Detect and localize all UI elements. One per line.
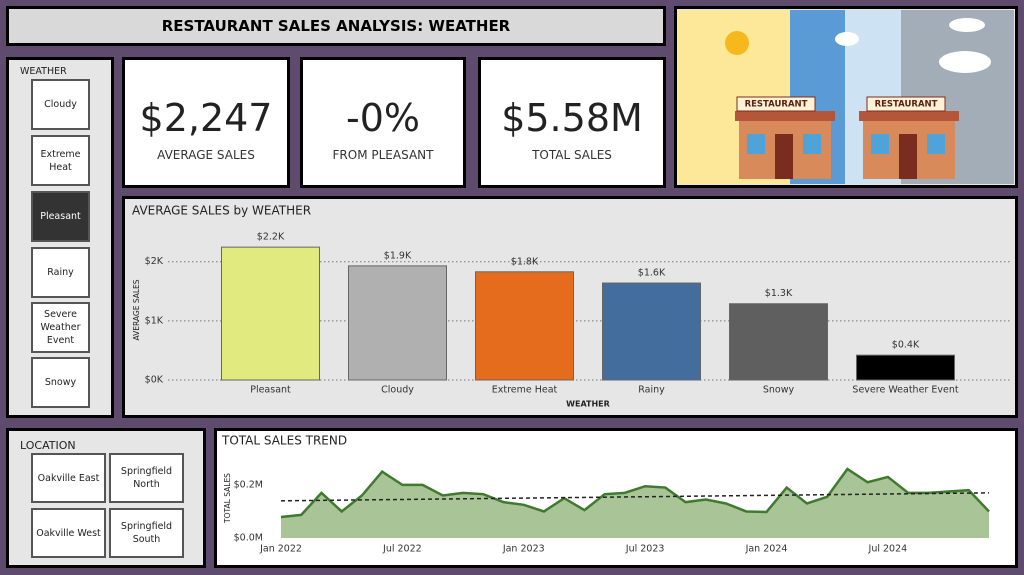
title-box: RESTAURANT SALES ANALYSIS: WEATHER [6,6,666,46]
kpi-label: FROM PLEASANT [332,148,434,162]
kpi-card: $2,247 AVERAGE SALES [122,57,290,188]
kpi-value: $5.58M [501,96,643,140]
slicer-button[interactable]: Severe Weather Event [31,302,90,353]
slicer-button[interactable]: Oakville East [31,453,106,503]
slicer-button[interactable]: Pleasant [31,191,90,242]
slicer-button[interactable]: Springfield North [109,453,184,503]
slicer-button[interactable]: Extreme Heat [31,135,90,186]
kpi-card: $5.58M TOTAL SALES [478,57,666,188]
sign-text: RESTAURANT [745,100,808,110]
image-panel: RESTAURANT RESTAURANT [674,6,1018,188]
kpi-card: -0% FROM PLEASANT [300,57,466,188]
slicer-button[interactable]: Springfield South [109,508,184,558]
slicer-label: LOCATION [20,439,76,452]
kpi-value: $2,247 [139,96,273,140]
kpi-label: TOTAL SALES [532,148,612,162]
slicer-button[interactable]: Rainy [31,247,90,298]
location-slicer: LOCATION Oakville East Springfield North Oa… [6,428,206,568]
weather-slicer: WEATHER Cloudy Extreme Heat Pleasant Rainy Se… [6,57,114,418]
kpi-value: -0% [346,96,420,140]
slicer-button[interactable]: Snowy [31,357,90,408]
sign-text: RESTAURANT [875,100,938,110]
kpi-label: AVERAGE SALES [157,148,255,162]
slicer-label: WEATHER [20,66,67,77]
slicer-button[interactable]: Oakville West [31,508,106,558]
line-chart-panel [214,428,1018,568]
weather-illustration: RESTAURANT RESTAURANT [678,10,1014,184]
bar-chart-panel [122,196,1018,418]
page-title: RESTAURANT SALES ANALYSIS: WEATHER [161,17,511,35]
slicer-button[interactable]: Cloudy [31,79,90,130]
